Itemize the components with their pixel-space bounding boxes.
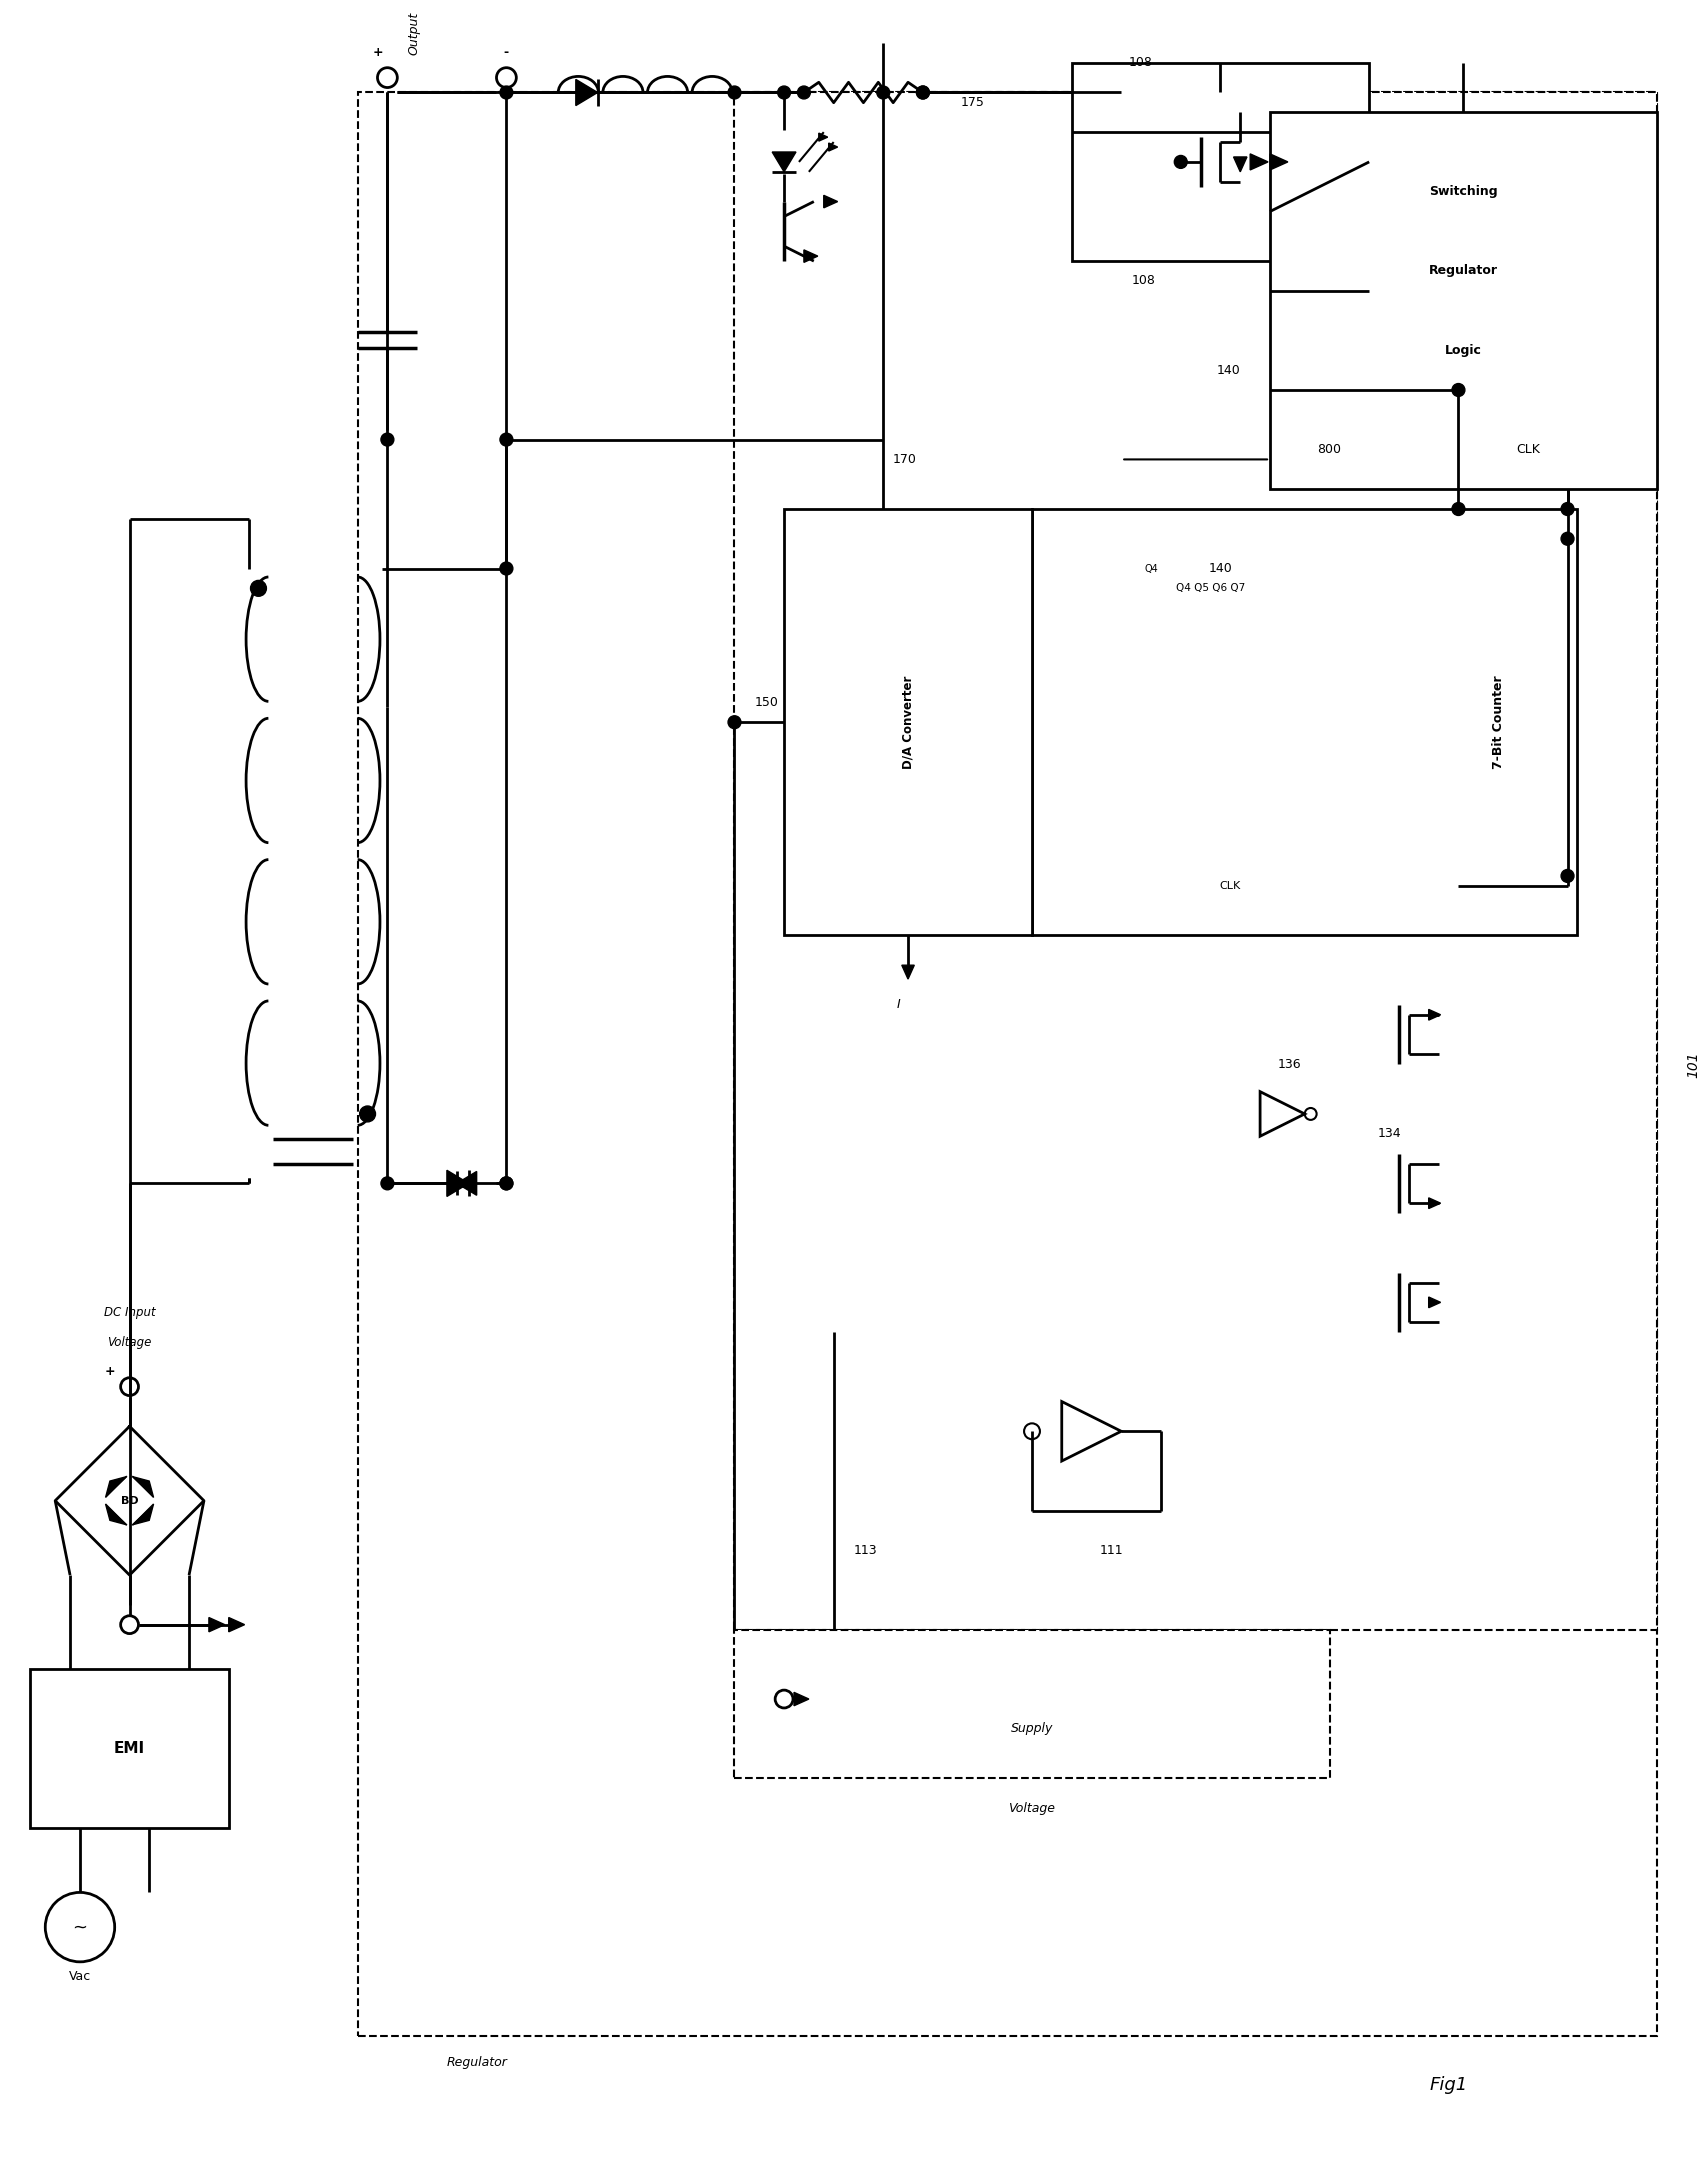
- Polygon shape: [1062, 1401, 1121, 1462]
- Bar: [734, 1630, 1330, 1778]
- Polygon shape: [1429, 1010, 1441, 1021]
- Circle shape: [877, 85, 889, 98]
- Text: BD: BD: [121, 1495, 138, 1506]
- Text: ~: ~: [72, 1918, 87, 1935]
- Circle shape: [1174, 155, 1186, 168]
- Text: DC Input: DC Input: [104, 1305, 155, 1318]
- Circle shape: [500, 85, 512, 98]
- Text: Fig1: Fig1: [1429, 2075, 1468, 2095]
- Text: Regulator: Regulator: [1429, 264, 1499, 277]
- Polygon shape: [1429, 1198, 1441, 1209]
- Polygon shape: [447, 1170, 469, 1196]
- Polygon shape: [828, 144, 838, 151]
- Bar: [1270, 111, 1657, 489]
- Circle shape: [778, 85, 790, 98]
- Text: CLK: CLK: [1221, 882, 1241, 890]
- Circle shape: [381, 1176, 394, 1189]
- Circle shape: [1453, 384, 1465, 397]
- Bar: [1072, 63, 1369, 262]
- Text: 113: 113: [854, 1545, 877, 1556]
- Polygon shape: [106, 1503, 126, 1525]
- Text: Supply: Supply: [1011, 1722, 1053, 1735]
- Text: Output: Output: [408, 11, 420, 55]
- Text: 800: 800: [1318, 443, 1342, 456]
- Bar: [31, 1669, 229, 1829]
- Text: 136: 136: [1279, 1058, 1302, 1071]
- Circle shape: [1453, 502, 1465, 515]
- Text: 7-Bit Counter: 7-Bit Counter: [1492, 676, 1504, 768]
- Text: EMI: EMI: [114, 1741, 145, 1757]
- Text: Q4 Q5 Q6 Q7: Q4 Q5 Q6 Q7: [1176, 583, 1244, 594]
- Text: 140: 140: [1217, 364, 1241, 377]
- Text: 111: 111: [1099, 1545, 1123, 1556]
- Text: -: -: [504, 46, 509, 59]
- Polygon shape: [208, 1617, 225, 1632]
- Circle shape: [500, 1176, 512, 1189]
- Text: 108: 108: [1132, 275, 1156, 288]
- Text: +: +: [104, 1366, 114, 1379]
- Circle shape: [729, 716, 741, 729]
- Circle shape: [251, 580, 266, 596]
- Text: 101: 101: [1687, 1052, 1700, 1078]
- Circle shape: [500, 1176, 512, 1189]
- Text: 108: 108: [1128, 57, 1152, 70]
- Polygon shape: [229, 1617, 244, 1632]
- Polygon shape: [804, 251, 818, 262]
- Text: 150: 150: [754, 696, 778, 709]
- Circle shape: [381, 434, 394, 445]
- Circle shape: [797, 85, 811, 98]
- Text: 134: 134: [1378, 1128, 1401, 1141]
- Text: Q4: Q4: [1144, 563, 1157, 574]
- Polygon shape: [1270, 155, 1287, 170]
- Polygon shape: [794, 1693, 809, 1706]
- Text: CLK: CLK: [1516, 443, 1540, 456]
- Polygon shape: [824, 196, 838, 207]
- Text: Vac: Vac: [68, 1970, 90, 1983]
- Circle shape: [500, 434, 512, 445]
- Text: Logic: Logic: [1444, 345, 1482, 358]
- Polygon shape: [575, 79, 597, 105]
- Bar: [734, 92, 1657, 1630]
- Text: +: +: [372, 46, 382, 59]
- Polygon shape: [1260, 1091, 1304, 1137]
- Text: 140: 140: [1209, 563, 1232, 576]
- Circle shape: [729, 85, 741, 98]
- Polygon shape: [772, 153, 795, 172]
- Bar: [784, 508, 1033, 936]
- Polygon shape: [1250, 155, 1268, 170]
- Circle shape: [917, 85, 929, 98]
- Circle shape: [500, 563, 512, 574]
- Circle shape: [917, 85, 929, 98]
- Polygon shape: [133, 1503, 154, 1525]
- Text: 170: 170: [893, 454, 917, 467]
- Text: Voltage: Voltage: [108, 1335, 152, 1348]
- Polygon shape: [133, 1477, 154, 1497]
- Circle shape: [1562, 502, 1574, 515]
- Polygon shape: [819, 133, 828, 142]
- Text: 175: 175: [961, 96, 985, 109]
- Circle shape: [360, 1106, 376, 1122]
- Bar: [358, 92, 1657, 2036]
- Polygon shape: [106, 1477, 126, 1497]
- Text: D/A Converter: D/A Converter: [901, 676, 915, 768]
- Text: Regulator: Regulator: [446, 2055, 507, 2069]
- Circle shape: [1562, 532, 1574, 546]
- Polygon shape: [457, 1172, 476, 1196]
- Text: I: I: [896, 999, 900, 1010]
- Bar: [1033, 508, 1577, 936]
- Polygon shape: [1234, 157, 1246, 172]
- Text: Switching: Switching: [1429, 185, 1497, 199]
- Circle shape: [1562, 868, 1574, 882]
- Text: Voltage: Voltage: [1009, 1802, 1055, 1815]
- Polygon shape: [901, 964, 915, 980]
- Polygon shape: [1429, 1296, 1441, 1307]
